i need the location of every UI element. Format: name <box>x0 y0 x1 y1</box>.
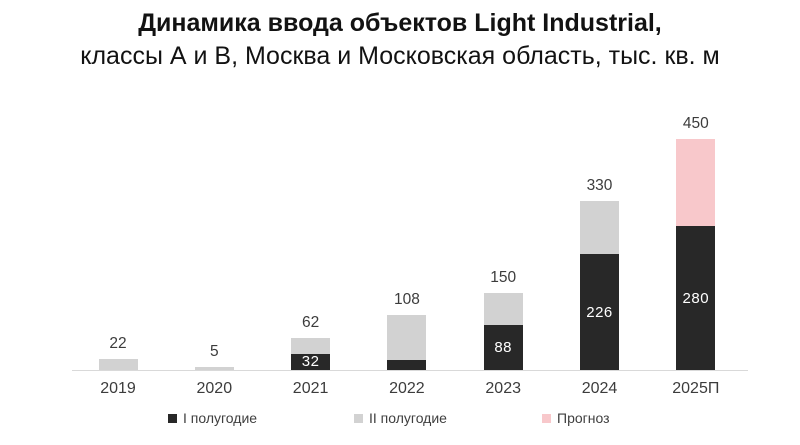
bar-segment-second-half <box>580 200 619 255</box>
bar-total-label: 450 <box>682 115 709 133</box>
bar-total-label: 62 <box>301 314 320 332</box>
bar-segment-second-half <box>291 338 331 354</box>
bar-segment-first-half: 280 <box>676 226 716 370</box>
x-axis-tick-label: 2025П <box>672 380 720 397</box>
chart-title-line2: классы А и В, Москва и Московская област… <box>80 42 720 70</box>
bar-segment-second-half <box>483 293 523 325</box>
bar-total-label: 330 <box>586 176 613 194</box>
bar-segment-forecast <box>676 139 716 227</box>
bar-segment-value: 280 <box>682 289 710 307</box>
legend-item-first-half: I полугодие <box>168 409 257 427</box>
legend-item-second-half: II полугодие <box>354 409 447 427</box>
x-axis-tick-label: 2019 <box>100 380 136 397</box>
bar-segment-second-half <box>98 358 138 370</box>
x-axis-tick-label: 2022 <box>389 380 425 397</box>
bar-segment-value: 88 <box>494 338 513 356</box>
chart-title: Динамика ввода объектов Light Industrial… <box>0 7 800 73</box>
x-axis-tick-label: 2024 <box>581 380 618 397</box>
bar-segment-first-half: 88 <box>483 324 523 370</box>
x-axis-tick-label: 2023 <box>485 380 521 397</box>
bar-segment-value: 226 <box>586 303 613 321</box>
bar-segment-first-half <box>387 359 427 370</box>
chart-title-line1: Динамика ввода объектов Light Industrial… <box>138 9 662 37</box>
bar-segment-first-half: 32 <box>291 353 331 371</box>
legend-swatch-first-half <box>168 413 177 423</box>
bar-segment-first-half: 226 <box>580 254 619 370</box>
x-axis-tick-label: 2020 <box>196 380 233 397</box>
legend-label-second-half: II полугодие <box>369 410 447 426</box>
bar-total-label: 5 <box>209 343 219 361</box>
bar-total-label: 150 <box>490 269 517 287</box>
bar-segment-value: 32 <box>301 353 320 371</box>
legend-item-forecast: Прогноз <box>542 409 610 427</box>
legend-swatch-forecast <box>542 413 551 423</box>
bar-segment-second-half <box>194 367 234 370</box>
legend-swatch-second-half <box>354 413 363 423</box>
legend: I полугодие II полугодие Прогноз <box>0 409 800 429</box>
bar-segment-second-half <box>387 314 427 360</box>
legend-label-forecast: Прогноз <box>557 410 610 426</box>
bar-total-label: 22 <box>109 334 127 352</box>
x-axis-line <box>72 370 748 371</box>
legend-label-first-half: I полугодие <box>183 410 258 426</box>
bar-total-label: 108 <box>393 290 420 308</box>
x-axis-tick-label: 2021 <box>292 380 329 397</box>
